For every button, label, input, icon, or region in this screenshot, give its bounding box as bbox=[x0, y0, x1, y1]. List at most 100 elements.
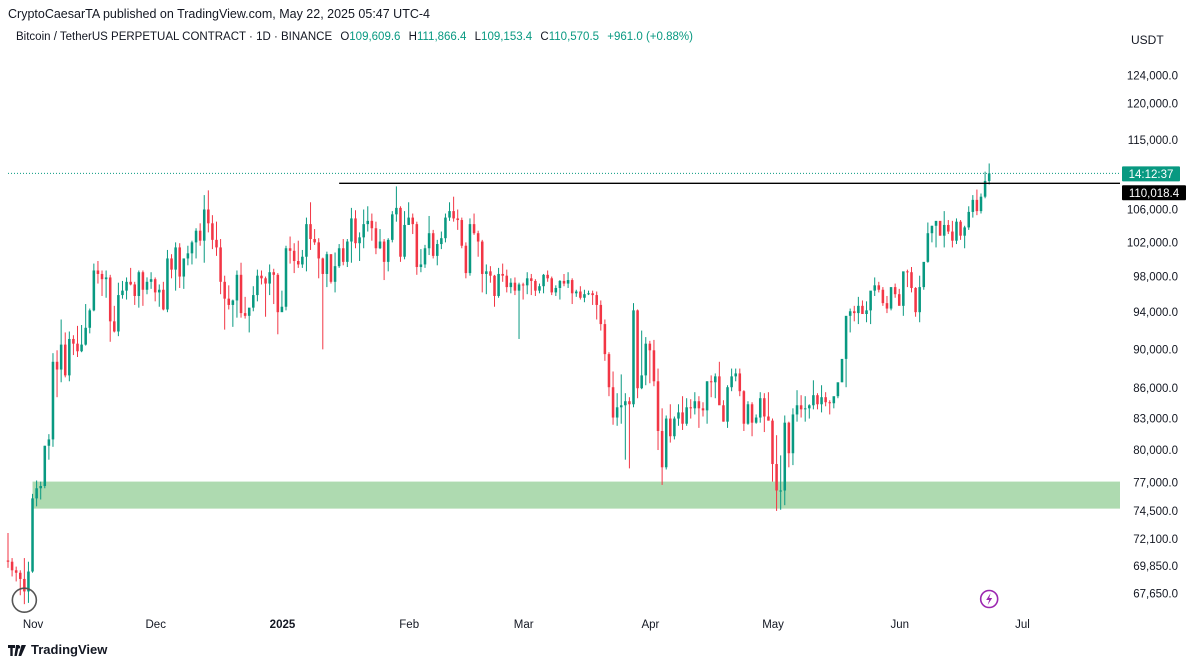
candles-layer bbox=[6, 163, 991, 605]
time-tick-label: May bbox=[762, 619, 784, 631]
candle-body bbox=[419, 264, 423, 268]
candle-body bbox=[157, 289, 161, 293]
candle-body bbox=[930, 225, 934, 234]
candle-body bbox=[178, 247, 181, 277]
candle bbox=[701, 402, 705, 417]
close-label: C bbox=[540, 31, 549, 43]
candle-body bbox=[145, 281, 149, 290]
price-tick-label: 74,500.0 bbox=[1133, 506, 1178, 518]
candle bbox=[869, 290, 872, 325]
candle bbox=[987, 163, 991, 185]
candle-body bbox=[104, 277, 108, 280]
candle bbox=[63, 332, 67, 378]
candle-body bbox=[170, 258, 173, 270]
open-value: 109,609.6 bbox=[349, 31, 401, 43]
candle bbox=[493, 274, 496, 307]
candle-body bbox=[902, 271, 905, 306]
candle-body bbox=[795, 405, 799, 415]
candle-body bbox=[513, 282, 517, 291]
price-tick-label: 69,850.0 bbox=[1133, 561, 1178, 573]
candle-body bbox=[174, 247, 177, 270]
support-zone[interactable] bbox=[32, 481, 1120, 509]
candle bbox=[47, 434, 51, 460]
candle-body bbox=[415, 224, 419, 268]
candle bbox=[926, 222, 930, 263]
candle-body bbox=[117, 295, 120, 332]
candle-body bbox=[162, 289, 165, 310]
candle bbox=[542, 273, 545, 294]
candle bbox=[738, 368, 742, 397]
candle bbox=[509, 278, 513, 294]
candle-body bbox=[219, 247, 222, 282]
candle bbox=[832, 396, 836, 409]
candle-body bbox=[476, 233, 480, 242]
candle bbox=[930, 225, 934, 243]
price-tick-label: 106,000.0 bbox=[1127, 204, 1178, 216]
symbol-title[interactable]: Bitcoin / TetherUS PERPETUAL CONTRACT · … bbox=[16, 31, 333, 43]
candle bbox=[595, 291, 598, 320]
candle bbox=[239, 262, 243, 318]
candle bbox=[906, 269, 909, 288]
candle bbox=[619, 374, 623, 424]
candle-body bbox=[554, 287, 558, 293]
footer-brand[interactable]: TradingView bbox=[8, 642, 107, 657]
candle bbox=[844, 315, 848, 388]
flash-icon[interactable] bbox=[979, 589, 999, 609]
candle bbox=[284, 245, 288, 311]
candle bbox=[955, 218, 958, 245]
candle-body bbox=[975, 199, 979, 212]
candle bbox=[914, 287, 917, 317]
candle-body bbox=[288, 248, 292, 251]
candle-body bbox=[963, 227, 966, 236]
candle-body bbox=[92, 270, 96, 311]
candle-body bbox=[750, 404, 754, 423]
candle bbox=[399, 206, 402, 262]
candle-body bbox=[775, 464, 778, 491]
time-tick-label: 2025 bbox=[270, 619, 296, 631]
candle bbox=[182, 258, 186, 289]
candle-body bbox=[873, 285, 876, 291]
candle bbox=[149, 272, 153, 289]
candle bbox=[947, 220, 950, 235]
candle-body bbox=[693, 401, 697, 409]
candle-body bbox=[558, 280, 562, 288]
candle-body bbox=[918, 287, 921, 313]
price-tick-label: 80,000.0 bbox=[1133, 445, 1178, 457]
time-tick-label: Nov bbox=[23, 619, 44, 631]
candle bbox=[677, 404, 680, 426]
candle-body bbox=[689, 407, 693, 409]
candle-body bbox=[832, 396, 836, 404]
candle-body bbox=[141, 272, 145, 290]
candle-body bbox=[108, 277, 112, 322]
candle-body bbox=[734, 373, 737, 377]
countdown-label: 14:12:37 bbox=[1129, 169, 1174, 181]
candle bbox=[215, 221, 218, 256]
candle-body bbox=[51, 361, 55, 440]
candle-body bbox=[239, 274, 243, 314]
candle bbox=[223, 275, 226, 330]
candle-body bbox=[914, 287, 917, 313]
candle-body bbox=[113, 321, 116, 332]
candle-body bbox=[427, 233, 431, 249]
candle-body bbox=[685, 407, 688, 424]
marked-low-circle[interactable] bbox=[11, 587, 38, 613]
candle bbox=[742, 390, 746, 432]
candle-body bbox=[452, 211, 455, 219]
candle bbox=[166, 249, 169, 313]
time-tick-label: Mar bbox=[514, 619, 534, 631]
candle bbox=[141, 270, 145, 306]
candle-body bbox=[861, 305, 864, 315]
candle-body bbox=[799, 405, 803, 410]
candle bbox=[362, 209, 365, 249]
candle bbox=[603, 319, 607, 361]
candle-body bbox=[971, 199, 975, 212]
candle bbox=[243, 296, 247, 319]
price-tick-label: 77,000.0 bbox=[1133, 478, 1178, 490]
candle-body bbox=[525, 278, 529, 286]
candle-body bbox=[444, 217, 447, 239]
candle bbox=[301, 249, 304, 268]
candle bbox=[264, 276, 267, 317]
currency-label[interactable]: USDT bbox=[1131, 33, 1164, 47]
candle-body bbox=[669, 418, 672, 437]
